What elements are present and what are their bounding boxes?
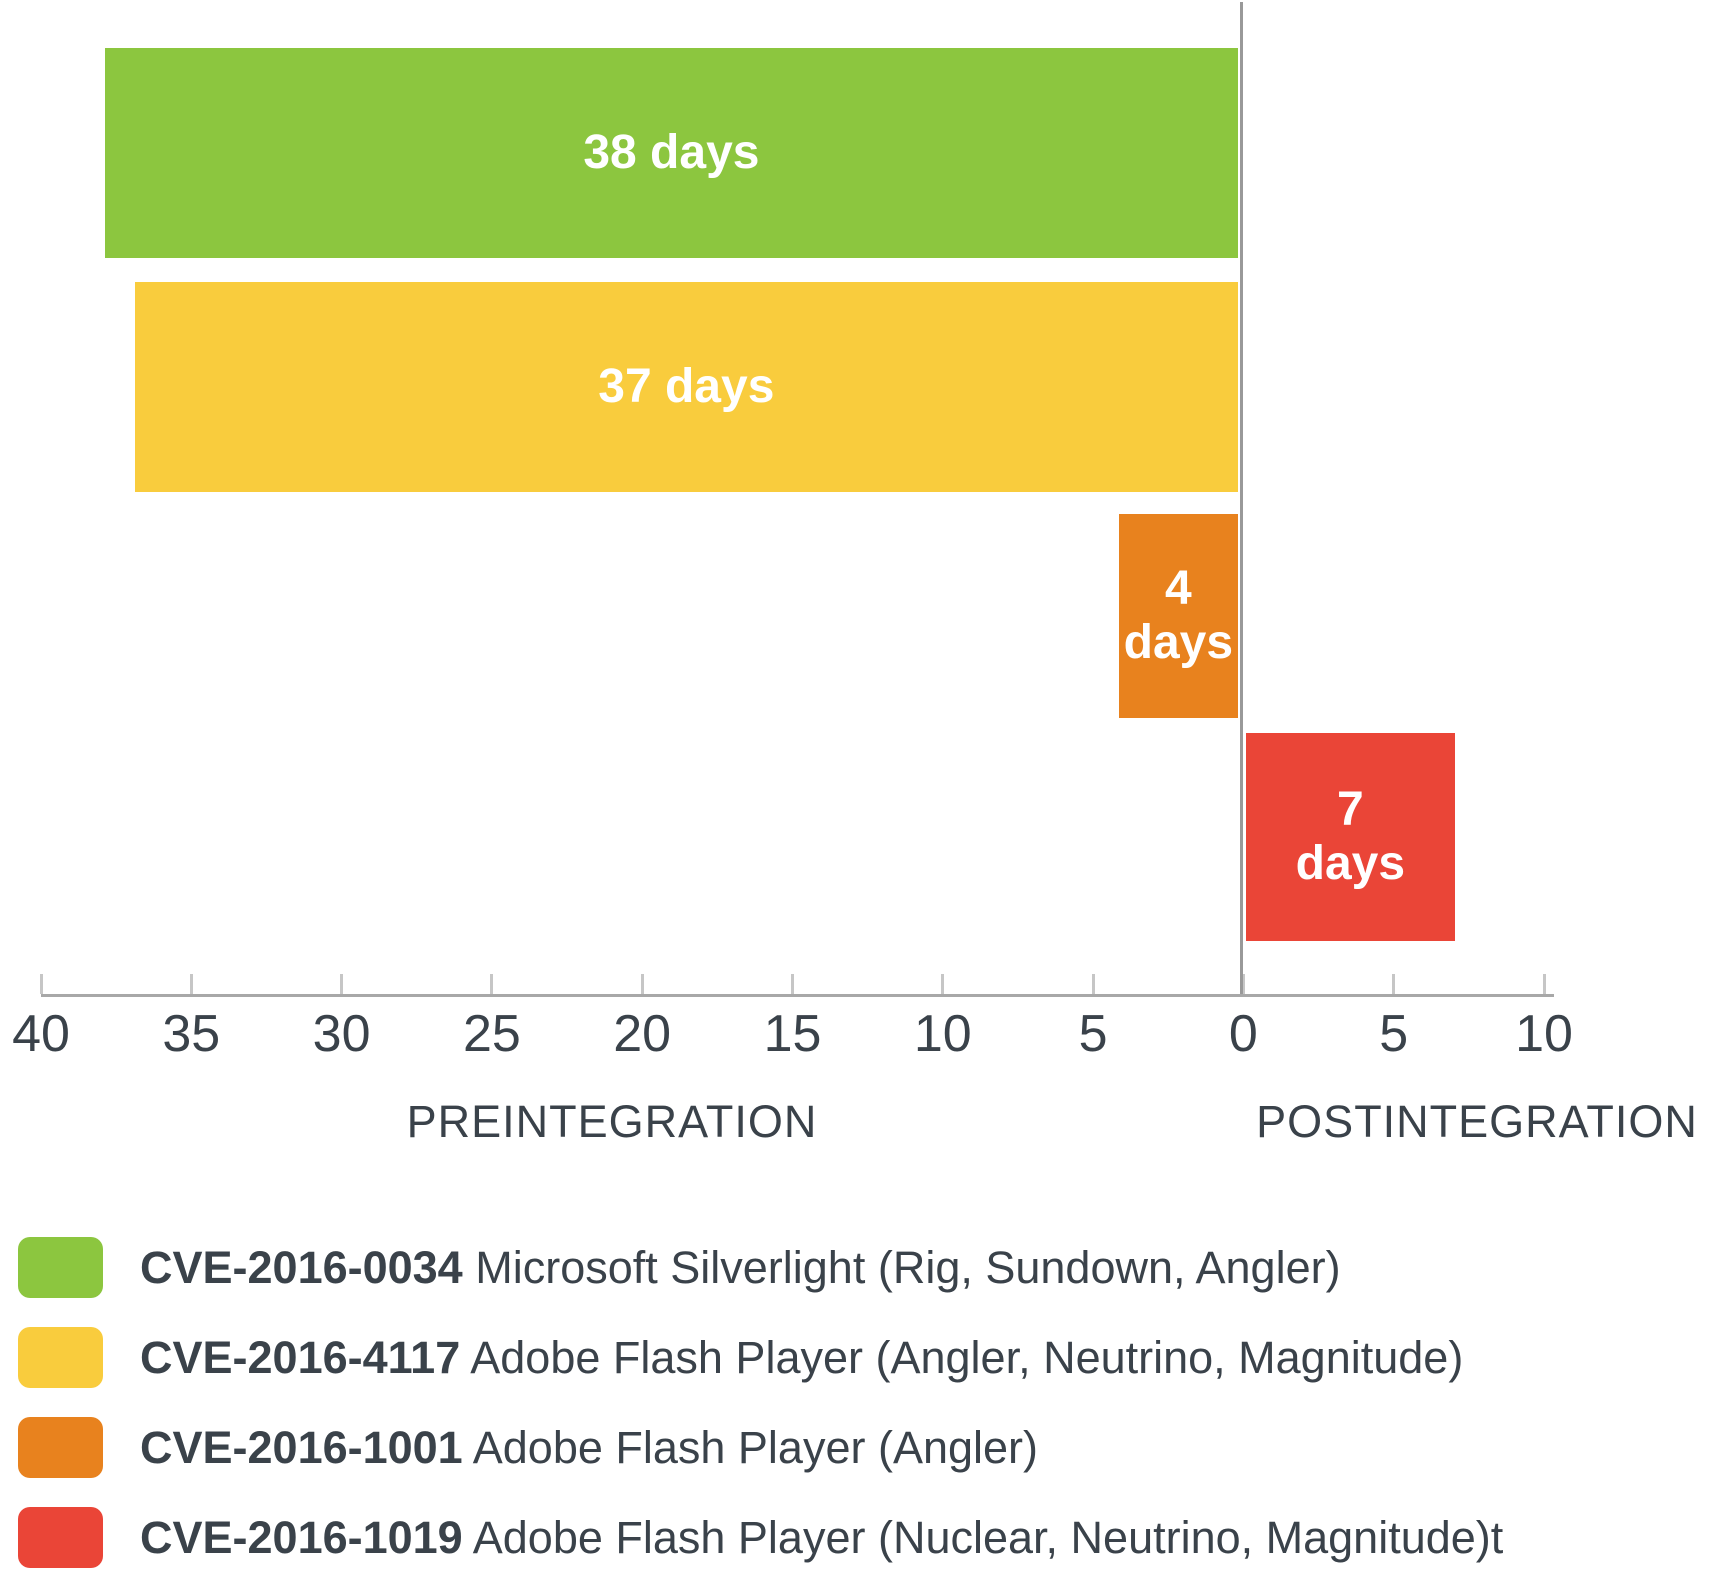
axis-tick-label: 5 [1078,1005,1108,1063]
legend-item: CVE-2016-1001 Adobe Flash Player (Angler… [18,1417,1038,1478]
legend-item: CVE-2016-1019 Adobe Flash Player (Nuclea… [18,1507,1503,1568]
axis-tick-label: 0 [1228,1005,1258,1063]
axis-tick-label: 10 [913,1005,972,1063]
legend-description: Microsoft Silverlight (Rig, Sundown, Ang… [475,1241,1341,1293]
bar-cve-2016-4117: 37 days [134,282,1238,492]
axis-tick [490,974,494,994]
axis-tick [941,974,945,994]
bar-cve-2016-0034: 38 days [104,48,1238,258]
legend-description: Adobe Flash Player (Nuclear, Neutrino, M… [472,1511,1504,1563]
legend-label: CVE-2016-0034 Microsoft Silverlight (Rig… [140,1242,1341,1294]
bar-value-label: 7 days [1295,783,1406,890]
legend-cve-id: CVE-2016-0034 [140,1241,463,1293]
legend-cve-id: CVE-2016-1001 [140,1421,463,1473]
axis-tick [1542,974,1546,994]
axis-tick-label: 35 [162,1005,221,1063]
legend-swatch-orange [18,1417,103,1478]
legend-cve-id: CVE-2016-4117 [140,1331,461,1383]
legend-label: CVE-2016-1001 Adobe Flash Player (Angler… [140,1422,1038,1474]
bar-cve-2016-1001: 4 days [1118,514,1238,718]
preintegration-label: PREINTEGRATION [406,1096,818,1147]
postintegration-label: POSTINTEGRATION [1256,1096,1698,1147]
legend-swatch-green [18,1237,103,1298]
axis-tick [39,974,43,994]
legend-cve-id: CVE-2016-1019 [140,1511,463,1563]
axis-tick [640,974,644,994]
legend-description: Adobe Flash Player (Angler) [472,1421,1039,1473]
axis-tick [1241,974,1245,994]
axis-tick [1392,974,1396,994]
legend-description: Adobe Flash Player (Angler, Neutrino, Ma… [470,1331,1464,1383]
legend-item: CVE-2016-0034 Microsoft Silverlight (Rig… [18,1237,1341,1298]
legend-label: CVE-2016-4117 Adobe Flash Player (Angler… [140,1332,1463,1384]
zero-axis-line [1240,2,1243,994]
axis-tick [1091,974,1095,994]
legend-swatch-yellow [18,1327,103,1388]
bar-value-label: 4 days [1123,562,1234,669]
axis-tick-label: 25 [462,1005,521,1063]
axis-tick-label: 5 [1379,1005,1409,1063]
x-axis-line [41,994,1554,997]
axis-tick [340,974,344,994]
axis-tick-label: 30 [312,1005,371,1063]
axis-tick [189,974,193,994]
axis-tick-label: 40 [12,1005,70,1063]
bar-value-label: 38 days [583,126,760,180]
legend-label: CVE-2016-1019 Adobe Flash Player (Nuclea… [140,1512,1503,1564]
bar-value-label: 37 days [598,360,775,414]
axis-tick-label: 15 [763,1005,822,1063]
axis-tick-label: 20 [613,1005,672,1063]
axis-tick-label: 10 [1515,1005,1573,1063]
axis-tick [791,974,794,994]
legend-item: CVE-2016-4117 Adobe Flash Player (Angler… [18,1327,1463,1388]
bar-cve-2016-1019: 7 days [1246,733,1455,941]
legend-swatch-red [18,1507,103,1568]
